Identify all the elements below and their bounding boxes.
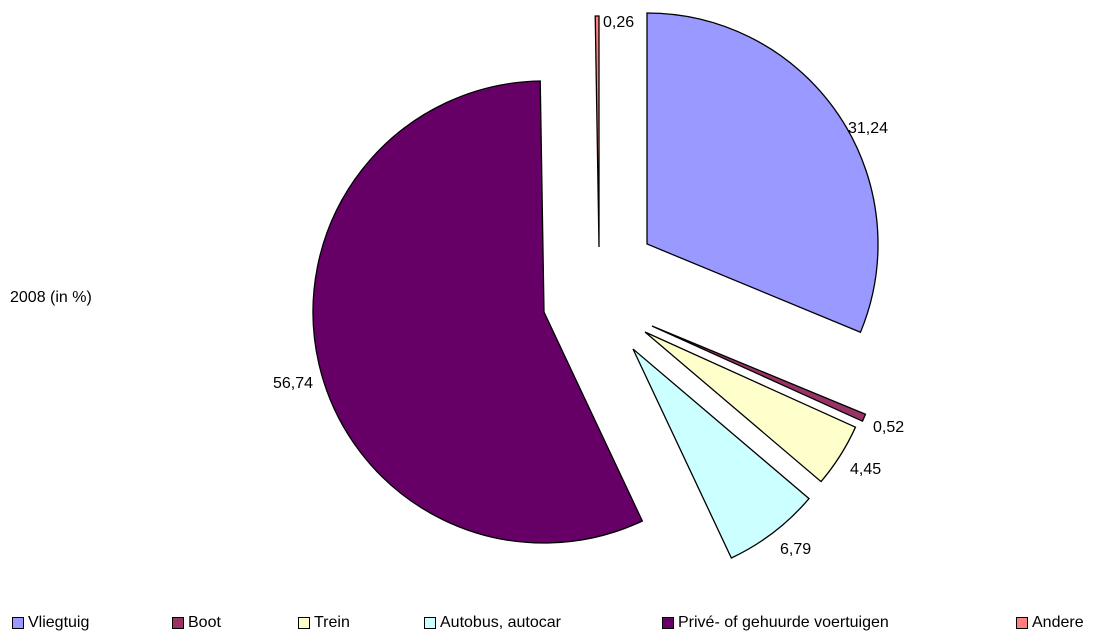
legend-swatch — [1016, 617, 1028, 629]
legend-label: Autobus, autocar — [440, 614, 561, 631]
pie-slice-autobus-autocar — [632, 348, 810, 559]
legend-label: Trein — [314, 614, 350, 631]
chart-side-label: 2008 (in %) — [10, 289, 92, 306]
legend-item-vliegtuig: Vliegtuig — [12, 614, 89, 632]
data-label-priv-of-gehuurde-voertuigen: 56,74 — [273, 375, 313, 392]
legend-item-priv-of-gehuurde-voertuigen: Privé- of gehuurde voertuigen — [662, 614, 889, 632]
legend-swatch — [172, 617, 184, 629]
legend-item-trein: Trein — [298, 614, 350, 632]
data-label-boot: 0,52 — [873, 419, 904, 436]
legend-label: Vliegtuig — [28, 614, 90, 631]
legend-swatch — [12, 617, 24, 629]
legend-swatch — [662, 617, 674, 629]
legend-swatch — [424, 617, 436, 629]
pie-slice-andere — [594, 15, 600, 248]
pie-slice-boot — [651, 325, 867, 423]
data-label-vliegtuig: 31,24 — [848, 120, 888, 137]
pie-slice-trein — [644, 331, 857, 483]
data-label-autobus-autocar: 6,79 — [780, 541, 811, 558]
legend-item-andere: Andere — [1016, 614, 1084, 632]
legend-item-autobus-autocar: Autobus, autocar — [424, 614, 561, 632]
chart-legend: Vliegtuig Boot Trein Autobus, autocar Privé-… — [0, 614, 1109, 635]
data-label-trein: 4,45 — [850, 461, 881, 478]
pie-slice-priv-of-gehuurde-voertuigen — [312, 80, 644, 544]
legend-label: Boot — [188, 614, 221, 631]
legend-label: Privé- of gehuurde voertuigen — [678, 614, 889, 631]
data-label-andere: 0,26 — [603, 14, 634, 31]
pie-slice-vliegtuig — [646, 12, 879, 334]
legend-item-boot: Boot — [172, 614, 221, 632]
legend-swatch — [298, 617, 310, 629]
legend-label: Andere — [1032, 614, 1084, 631]
